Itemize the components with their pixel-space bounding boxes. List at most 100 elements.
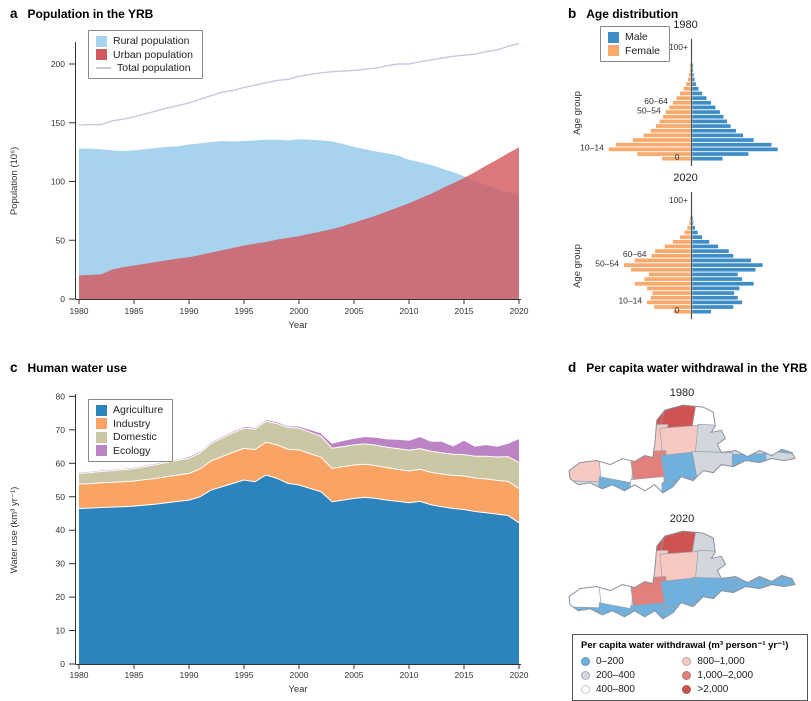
panel-a-title-text: Population in the YRB bbox=[27, 7, 154, 21]
withdrawal-class-dot bbox=[682, 684, 692, 694]
svg-text:2020: 2020 bbox=[510, 306, 529, 316]
withdrawal-legend-entry-0: 0–200 bbox=[581, 654, 682, 668]
svg-text:2000: 2000 bbox=[290, 306, 309, 316]
svg-text:60–64: 60–64 bbox=[644, 96, 668, 106]
legend-label: Ecology bbox=[113, 444, 151, 457]
withdrawal-map-1980 bbox=[568, 404, 796, 494]
legend-entry-rural-population: Rural population bbox=[96, 35, 193, 47]
legend-entry-urban-population: Urban population bbox=[96, 49, 193, 61]
legend-label: Rural population bbox=[113, 35, 190, 47]
svg-text:2015: 2015 bbox=[455, 306, 474, 316]
svg-text:0: 0 bbox=[675, 152, 680, 162]
withdrawal-class-label: 200–400 bbox=[596, 669, 635, 681]
svg-text:70: 70 bbox=[56, 425, 66, 435]
pyramid-1980-label: 1980 bbox=[673, 19, 698, 31]
legend-entry-female: Female bbox=[608, 45, 660, 57]
svg-text:150: 150 bbox=[51, 118, 65, 128]
svg-text:200: 200 bbox=[51, 59, 65, 69]
svg-text:2010: 2010 bbox=[400, 670, 419, 680]
svg-text:50: 50 bbox=[56, 492, 66, 502]
svg-text:80: 80 bbox=[56, 391, 66, 401]
svg-text:2010: 2010 bbox=[400, 306, 419, 316]
panel-c-title: c Human water use bbox=[10, 360, 127, 375]
legend-entry-total-population: Total population bbox=[96, 62, 193, 74]
withdrawal-legend-entry-2: 400–800 bbox=[581, 682, 682, 696]
withdrawal-class-dot bbox=[682, 670, 692, 680]
withdrawal-legend-entry-4: 1,000–2,000 bbox=[682, 668, 799, 682]
svg-text:100: 100 bbox=[51, 177, 65, 187]
svg-text:10–14: 10–14 bbox=[618, 296, 642, 306]
svg-text:100+: 100+ bbox=[669, 42, 688, 52]
legend-swatch bbox=[96, 445, 107, 456]
legend-entry-industry: Industry bbox=[96, 418, 163, 430]
svg-text:50: 50 bbox=[56, 235, 66, 245]
legend-label: Total population bbox=[117, 62, 191, 74]
svg-text:1985: 1985 bbox=[125, 670, 144, 680]
population-area-chart: 0 50 100 150 200 1980 1985 1990 1995 2000 2005 2010… bbox=[9, 42, 529, 331]
panel-d-title: d Per capita water withdrawal in the YRB bbox=[568, 360, 807, 375]
legend-swatch bbox=[96, 35, 107, 47]
svg-text:Age group: Age group bbox=[572, 244, 583, 288]
legend-label: Urban population bbox=[113, 48, 193, 61]
svg-text:Age group: Age group bbox=[572, 91, 583, 135]
svg-text:1985: 1985 bbox=[125, 306, 144, 316]
svg-text:1995: 1995 bbox=[235, 670, 254, 680]
panel-b-title: b Age distribution bbox=[568, 6, 678, 21]
legend-label: Agriculture bbox=[113, 404, 164, 416]
svg-text:2000: 2000 bbox=[290, 670, 309, 680]
withdrawal-map-2020 bbox=[568, 530, 796, 620]
legend-swatch bbox=[608, 31, 619, 43]
svg-text:30: 30 bbox=[56, 559, 66, 569]
legend-entry-ecology: Ecology bbox=[96, 445, 163, 457]
legend-entry-male: Male bbox=[608, 31, 660, 43]
panel-a-letter: a bbox=[10, 6, 18, 21]
svg-text:20: 20 bbox=[56, 592, 66, 602]
svg-text:2005: 2005 bbox=[345, 670, 364, 680]
svg-text:0: 0 bbox=[60, 294, 65, 304]
withdrawal-class-dot bbox=[581, 684, 590, 694]
withdrawal-class-label: 1,000–2,000 bbox=[697, 669, 754, 681]
svg-text:2005: 2005 bbox=[345, 306, 364, 316]
svg-text:1980: 1980 bbox=[70, 306, 89, 316]
svg-text:10–14: 10–14 bbox=[580, 143, 604, 153]
withdrawal-legend-entry-5: >2,000 bbox=[682, 682, 799, 696]
legend-swatch bbox=[96, 418, 107, 429]
svg-text:100+: 100+ bbox=[669, 195, 688, 205]
svg-text:1990: 1990 bbox=[180, 670, 199, 680]
svg-text:40: 40 bbox=[56, 525, 66, 535]
panel-a-title: a Population in the YRB bbox=[10, 6, 153, 21]
withdrawal-legend-entry-1: 200–400 bbox=[581, 668, 682, 682]
svg-text:1980: 1980 bbox=[70, 670, 89, 680]
withdrawal-legend-entry-3: 800–1,000 bbox=[682, 654, 799, 668]
panel-b-title-text: Age distribution bbox=[586, 7, 679, 21]
withdrawal-legend-title: Per capita water withdrawal (m³ person⁻¹… bbox=[581, 640, 789, 651]
svg-text:Year: Year bbox=[288, 320, 307, 331]
withdrawal-class-dot bbox=[682, 656, 692, 666]
legend-swatch bbox=[96, 49, 107, 60]
svg-text:2020: 2020 bbox=[510, 670, 529, 680]
svg-text:60–64: 60–64 bbox=[623, 249, 647, 259]
legend-entry-domestic: Domestic bbox=[96, 431, 163, 443]
panel-c-letter: c bbox=[10, 360, 18, 375]
legend-swatch bbox=[96, 431, 107, 443]
population-legend: Rural population Urban population Total po… bbox=[88, 30, 203, 79]
svg-text:0: 0 bbox=[675, 305, 680, 315]
svg-text:Year: Year bbox=[288, 684, 307, 695]
panel-b-letter: b bbox=[568, 6, 577, 21]
pyramid-2020-label: 2020 bbox=[673, 172, 698, 184]
legend-swatch bbox=[608, 45, 619, 56]
panel-d-letter: d bbox=[568, 360, 577, 375]
withdrawal-class-label: 400–800 bbox=[596, 683, 635, 695]
svg-text:1995: 1995 bbox=[235, 306, 254, 316]
age-pyramid-2020: 100+ 60–64 50–54 10–14 0 Age group bbox=[572, 192, 763, 319]
water-use-legend: Agriculture Industry Domestic Ecology bbox=[88, 399, 174, 462]
svg-text:2015: 2015 bbox=[455, 670, 474, 680]
panel-c-title-text: Human water use bbox=[27, 361, 127, 375]
withdrawal-class-dot bbox=[581, 670, 590, 680]
panel-d-title-text: Per capita water withdrawal in the YRB bbox=[586, 361, 808, 375]
legend-label: Male bbox=[625, 31, 648, 43]
withdrawal-class-dot bbox=[581, 656, 590, 666]
svg-text:50–54: 50–54 bbox=[595, 258, 619, 268]
